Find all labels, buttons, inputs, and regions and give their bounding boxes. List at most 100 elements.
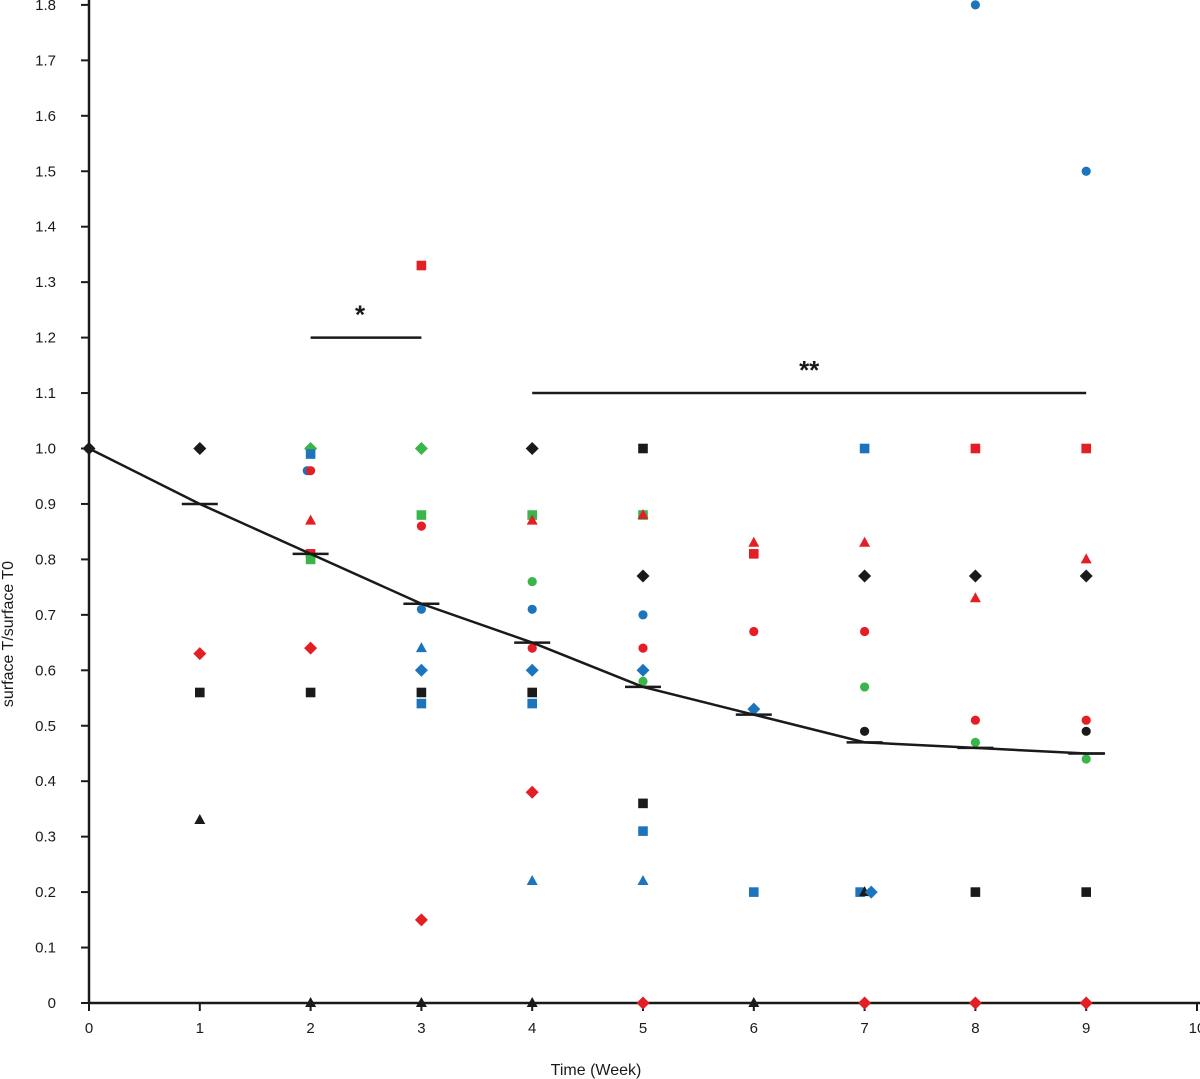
data-point-circle [306, 466, 316, 476]
y-tick-label: 0.5 [35, 718, 56, 735]
data-point-triangle [526, 997, 538, 1007]
significance-label: * [355, 300, 366, 330]
data-point-triangle [305, 997, 317, 1007]
y-tick-label: 1.6 [35, 108, 56, 125]
data-point-square [1081, 443, 1091, 454]
y-tick-label: 1.5 [35, 163, 56, 180]
data-point-square [527, 698, 537, 709]
data-point-triangle [748, 536, 760, 547]
x-tick-label: 10 [1189, 1020, 1200, 1037]
significance-brackets: *** [310, 300, 1087, 395]
y-axis-title: surface T/surface T0 [0, 561, 17, 707]
data-point-square [859, 443, 870, 454]
y-tick-label: 0.8 [35, 551, 56, 568]
data-point-diamond [414, 663, 428, 677]
data-point-diamond [968, 569, 982, 583]
y-tick-label: 1.0 [35, 441, 56, 458]
y-tick-label: 1.3 [35, 274, 56, 291]
data-point-diamond [636, 663, 650, 677]
data-point-square [749, 887, 759, 897]
data-point-square [1081, 887, 1091, 897]
data-point-circle [1081, 166, 1091, 176]
x-tick-label: 8 [971, 1020, 979, 1037]
mean-trend-line [88, 447, 1106, 755]
data-point-square [305, 554, 316, 565]
y-tick-label: 0.2 [35, 884, 56, 901]
data-point-circle [527, 604, 537, 614]
data-point-square [416, 510, 427, 520]
data-point-circle [1081, 715, 1091, 725]
x-tick-label: 2 [306, 1020, 314, 1037]
data-point-square [527, 687, 537, 698]
data-point-triangle [748, 997, 760, 1007]
data-point-diamond [525, 663, 539, 677]
data-point-square [855, 887, 865, 897]
mean-trend [88, 447, 1106, 755]
data-point-triangle [859, 536, 871, 547]
y-tick-label: 0 [48, 995, 56, 1012]
data-point-triangle [637, 875, 649, 886]
data-point-circle [860, 682, 870, 692]
data-point-circle [1081, 754, 1091, 764]
data-point-diamond [304, 641, 318, 655]
data-point-square [416, 260, 427, 271]
data-point-square [195, 687, 205, 698]
data-point-triangle [415, 997, 427, 1007]
x-tick-label: 4 [528, 1020, 536, 1037]
y-tick-label: 1.8 [35, 0, 56, 14]
data-point-circle [1081, 726, 1091, 736]
x-tick-label: 0 [85, 1020, 93, 1037]
chart-axes: 0 1 2 3 4 5 6 7 8 9 10 0 0.1 0.2 0.3 0.4 0.5 0.6 0.7 0.8 0.9… [35, 0, 1200, 1037]
data-point-circle [527, 643, 537, 653]
data-point-square [305, 687, 316, 698]
x-axis-title: Time (Week) [551, 1062, 642, 1079]
data-points [82, 0, 1093, 1010]
data-point-square [970, 887, 981, 897]
x-tick-label: 6 [750, 1020, 758, 1037]
data-point-square [638, 826, 648, 836]
data-point-diamond [968, 996, 982, 1010]
data-point-diamond [1079, 996, 1093, 1010]
data-point-circle [970, 0, 981, 10]
data-point-diamond [525, 785, 539, 799]
data-point-circle [638, 610, 648, 620]
data-point-triangle [526, 875, 538, 886]
data-point-square [638, 798, 648, 809]
data-point-circle [416, 604, 426, 614]
y-tick-label: 1.2 [35, 330, 56, 347]
data-point-circle [416, 521, 426, 531]
data-point-diamond [414, 442, 428, 455]
data-point-diamond [636, 569, 650, 583]
y-tick-label: 0.3 [35, 829, 56, 846]
x-tick-label: 7 [860, 1020, 868, 1037]
data-point-diamond [525, 442, 539, 455]
data-point-triangle [637, 509, 649, 520]
data-point-square [416, 698, 427, 709]
x-tick-label: 1 [196, 1020, 204, 1037]
data-point-diamond [864, 885, 878, 899]
data-point-circle [638, 643, 648, 653]
data-point-diamond [193, 442, 207, 455]
data-point-square [638, 443, 648, 454]
significance-label: ** [799, 355, 820, 385]
y-tick-label: 1.7 [35, 52, 56, 69]
data-point-diamond [193, 647, 207, 661]
data-point-diamond [858, 996, 872, 1010]
y-tick-label: 0.9 [35, 496, 56, 513]
data-point-triangle [526, 514, 538, 525]
y-tick-label: 1.4 [35, 219, 56, 236]
data-point-square [970, 443, 981, 454]
x-tick-label: 3 [417, 1020, 425, 1037]
data-point-diamond [1079, 569, 1093, 583]
data-point-diamond [747, 702, 761, 716]
y-tick-label: 1.1 [35, 385, 56, 402]
data-point-square [305, 449, 316, 459]
data-point-circle [860, 626, 870, 637]
y-tick-label: 0.4 [35, 773, 56, 790]
data-point-square [749, 549, 759, 559]
data-point-circle [860, 726, 870, 736]
x-tick-label: 9 [1082, 1020, 1090, 1037]
data-point-triangle [194, 814, 206, 825]
data-point-triangle [1080, 553, 1092, 564]
